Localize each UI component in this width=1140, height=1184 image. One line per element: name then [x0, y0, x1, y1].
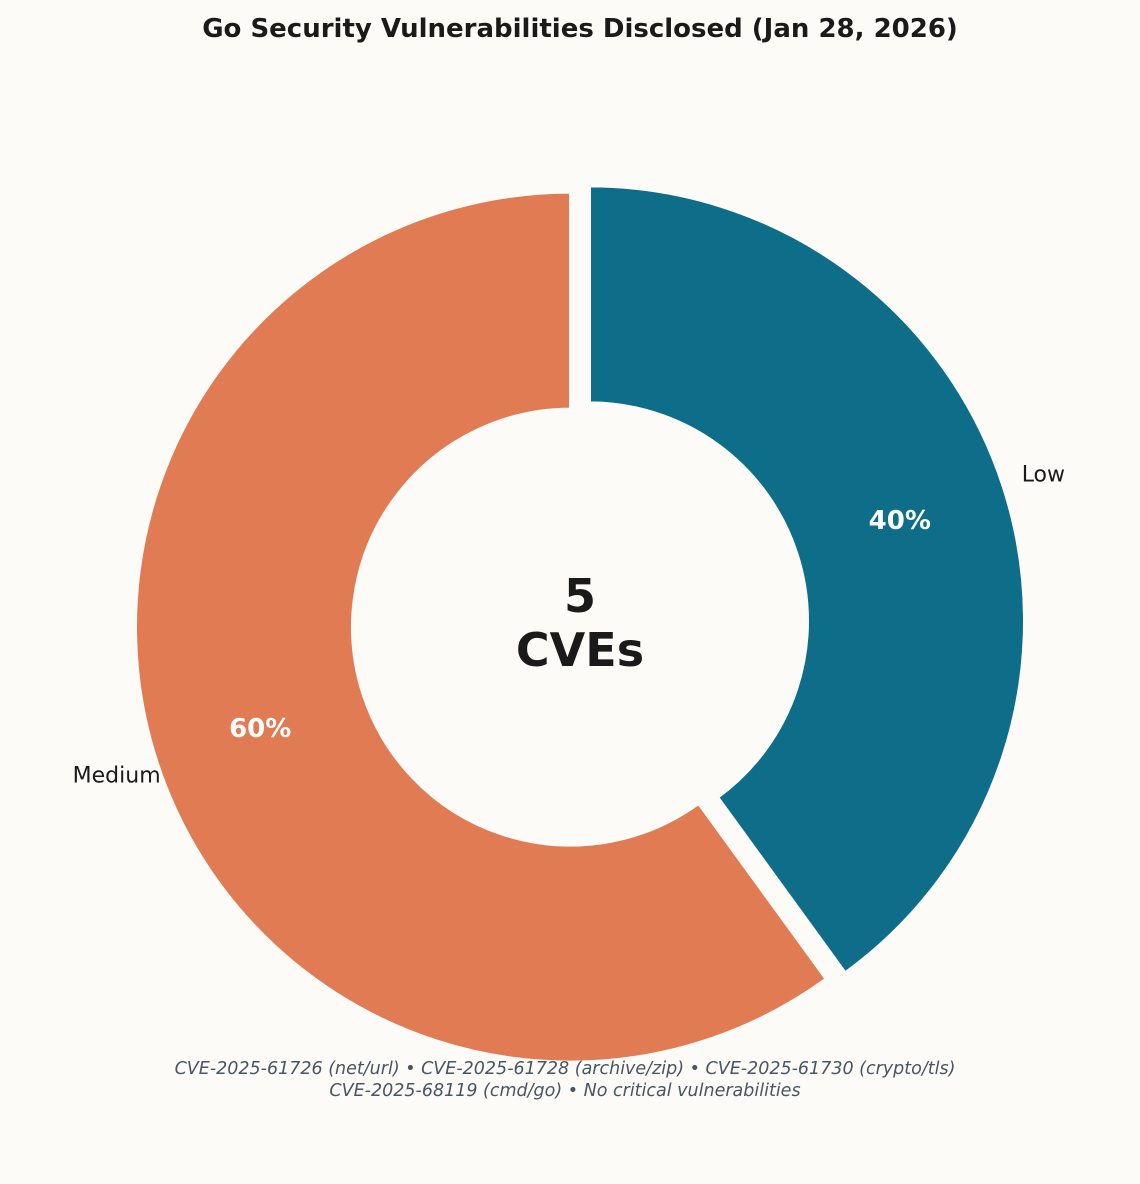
chart-title: Go Security Vulnerabilities Disclosed (J… — [202, 14, 958, 44]
category-label-low: Low — [1022, 462, 1065, 487]
center-count: 5 — [564, 569, 596, 623]
value-label-low: 40% — [869, 506, 931, 536]
category-label-medium: Medium — [73, 764, 161, 789]
wedges — [134, 184, 1026, 1064]
center-unit: CVEs — [516, 623, 644, 677]
footnote-line-1: CVE-2025-61726 (net/url) • CVE-2025-6172… — [175, 1059, 956, 1079]
footnote-line-2: CVE-2025-68119 (cmd/go) • No critical vu… — [329, 1081, 800, 1101]
value-label-medium: 60% — [229, 714, 291, 744]
wedge-medium — [134, 190, 829, 1064]
wedge-low — [588, 184, 1026, 975]
